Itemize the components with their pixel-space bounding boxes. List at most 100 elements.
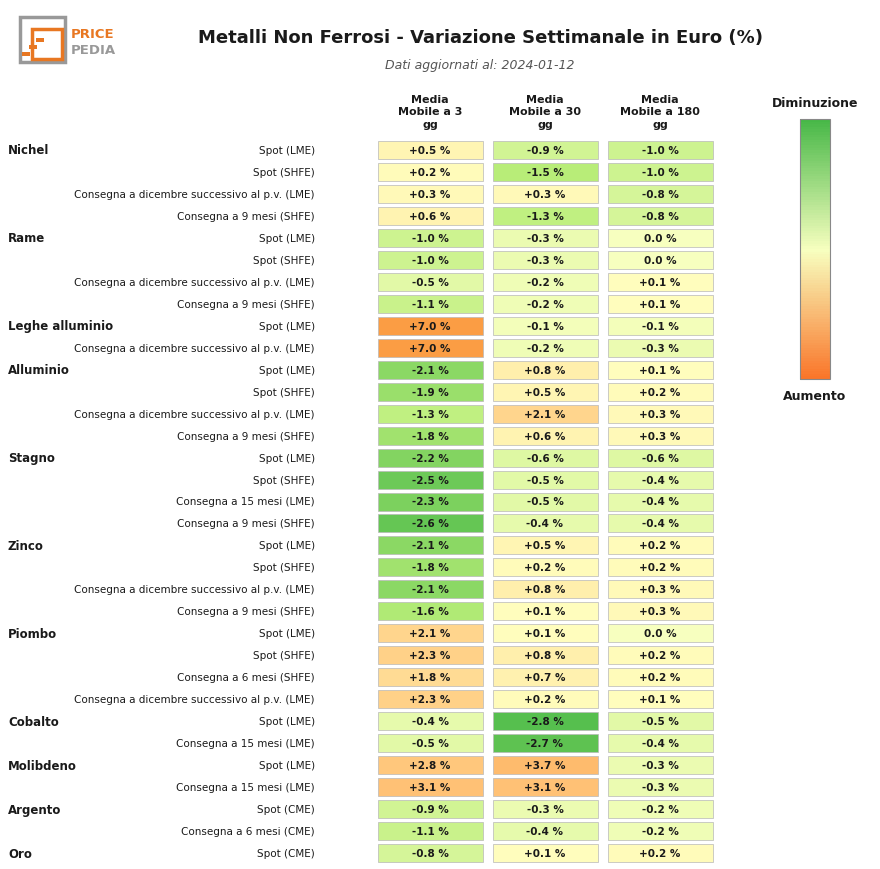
Bar (378, 142, 482, 160)
Bar (800, 252, 830, 255)
Text: -2.1 %: -2.1 % (412, 365, 449, 375)
Text: 0.0 %: 0.0 % (643, 628, 677, 639)
Bar (607, 229, 713, 248)
Bar (378, 295, 482, 314)
Text: -0.9 %: -0.9 % (412, 804, 449, 814)
Text: -2.2 %: -2.2 % (412, 453, 449, 463)
Bar (493, 295, 598, 314)
Text: +0.8 %: +0.8 % (524, 585, 566, 594)
Bar (378, 471, 482, 489)
Bar (800, 133, 830, 136)
Text: Consegna a dicembre successivo al p.v. (LME): Consegna a dicembre successivo al p.v. (… (75, 189, 315, 200)
Bar (493, 779, 598, 796)
Bar (800, 320, 830, 323)
Bar (493, 822, 598, 840)
Bar (800, 294, 830, 297)
Text: -1.0 %: -1.0 % (642, 146, 678, 156)
Bar (493, 559, 598, 577)
Bar (493, 647, 598, 665)
Bar (800, 359, 830, 362)
Bar (800, 291, 830, 295)
Bar (493, 362, 598, 379)
Bar (607, 580, 713, 599)
Text: Stagno: Stagno (8, 452, 55, 465)
Bar (800, 223, 830, 227)
Text: Rame: Rame (8, 232, 45, 245)
Bar (378, 186, 482, 203)
Bar (607, 427, 713, 445)
Text: -0.5 %: -0.5 % (412, 739, 449, 748)
Text: Consegna a 6 mesi (CME): Consegna a 6 mesi (CME) (181, 826, 315, 836)
Bar (800, 281, 830, 284)
Text: -0.6 %: -0.6 % (526, 453, 563, 463)
Text: +0.2 %: +0.2 % (639, 541, 681, 551)
Bar (378, 844, 482, 862)
Text: +0.1 %: +0.1 % (524, 607, 566, 617)
Bar (800, 333, 830, 336)
Bar (378, 208, 482, 226)
Bar (800, 260, 830, 263)
Bar (378, 691, 482, 708)
Bar (493, 317, 598, 335)
Text: +0.3 %: +0.3 % (409, 189, 451, 200)
Bar (493, 537, 598, 554)
Bar (607, 668, 713, 687)
Text: -0.4 %: -0.4 % (642, 739, 678, 748)
Bar (800, 172, 830, 175)
Bar (378, 713, 482, 730)
Bar (607, 208, 713, 226)
Bar (32, 30, 62, 60)
Text: -0.2 %: -0.2 % (526, 300, 563, 309)
Bar (493, 251, 598, 269)
Bar (493, 625, 598, 642)
Bar (607, 493, 713, 511)
Bar (800, 296, 830, 300)
Text: Media
Mobile a 180
gg: Media Mobile a 180 gg (620, 95, 700, 129)
Bar (378, 756, 482, 774)
Bar (800, 247, 830, 250)
Text: +0.6 %: +0.6 % (409, 212, 451, 222)
Bar (493, 229, 598, 248)
Bar (493, 493, 598, 511)
Bar (800, 348, 830, 351)
Bar (607, 844, 713, 862)
Bar (800, 218, 830, 222)
Text: Aumento: Aumento (783, 389, 847, 402)
Text: +0.3 %: +0.3 % (524, 189, 566, 200)
Bar (607, 691, 713, 708)
Bar (378, 362, 482, 379)
Text: PEDIA: PEDIA (71, 44, 116, 57)
Text: +0.8 %: +0.8 % (524, 365, 566, 375)
Bar (378, 383, 482, 401)
Text: +0.1 %: +0.1 % (524, 628, 566, 639)
Text: -1.0 %: -1.0 % (412, 234, 449, 243)
Text: +0.3 %: +0.3 % (639, 607, 681, 617)
Bar (378, 274, 482, 291)
Bar (800, 221, 830, 224)
Bar (493, 274, 598, 291)
Bar (800, 206, 830, 209)
Text: -0.3 %: -0.3 % (642, 343, 678, 354)
Text: Spot (SHFE): Spot (SHFE) (253, 388, 315, 397)
Text: Consegna a dicembre successivo al p.v. (LME): Consegna a dicembre successivo al p.v. (… (75, 694, 315, 705)
Bar (800, 188, 830, 190)
Bar (800, 190, 830, 193)
Bar (800, 317, 830, 321)
Text: -0.3 %: -0.3 % (642, 782, 678, 793)
Text: -0.4 %: -0.4 % (642, 497, 678, 507)
Bar (607, 449, 713, 467)
Bar (607, 317, 713, 335)
Text: +3.1 %: +3.1 % (524, 782, 566, 793)
Bar (800, 286, 830, 289)
Text: +2.3 %: +2.3 % (409, 651, 451, 660)
Text: +0.1 %: +0.1 % (639, 694, 681, 705)
Text: -0.2 %: -0.2 % (642, 804, 678, 814)
Text: Spot (CME): Spot (CME) (257, 848, 315, 858)
Bar (607, 713, 713, 730)
Bar (800, 151, 830, 154)
Text: Consegna a 9 mesi (SHFE): Consegna a 9 mesi (SHFE) (178, 300, 315, 309)
Bar (607, 142, 713, 160)
Text: -0.3 %: -0.3 % (526, 234, 563, 243)
Bar (493, 339, 598, 357)
Text: +1.8 %: +1.8 % (409, 673, 451, 682)
